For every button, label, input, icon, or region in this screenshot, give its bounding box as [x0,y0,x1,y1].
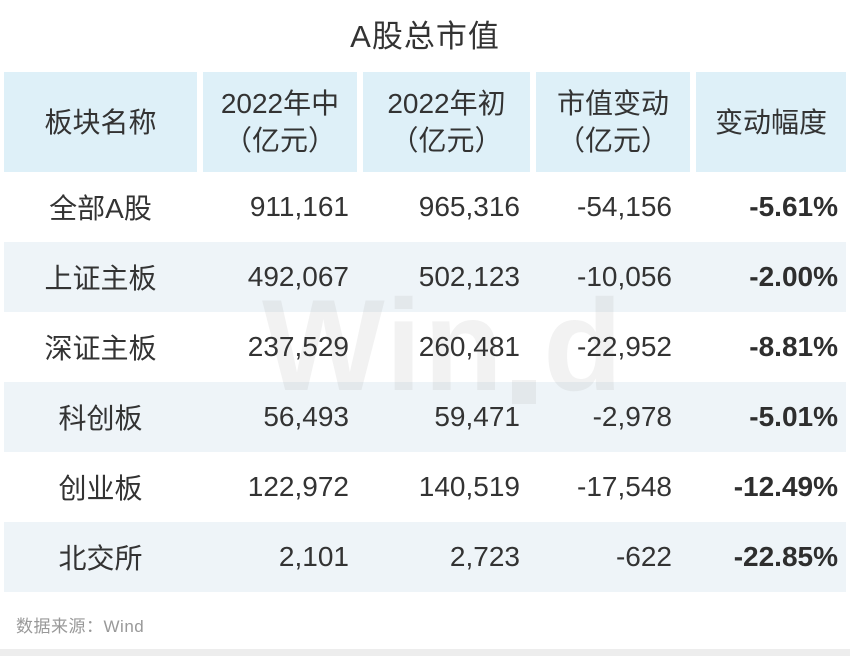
column-header-pct-change: 变动幅度 [696,72,846,172]
start-2022-value: 2,723 [449,541,520,572]
table-row-sse-main: 上证主板 492,067 502,123 -10,056 -2.00% [4,242,846,312]
mid-2022-value: 492,067 [247,261,349,292]
mid-2022-value: 2,101 [278,541,349,572]
column-header-change: 市值变动 （亿元） [536,72,690,172]
pct-change-value: -5.61% [749,191,838,222]
page-title: A股总市值 [350,19,500,54]
table-row-chinext: 创业板 122,972 140,519 -17,548 -12.49% [4,452,846,522]
table-row-bse: 北交所 2,101 2,723 -622 -22.85% [4,522,846,592]
pct-change-value: -5.01% [749,401,838,432]
pct-change-value: -2.00% [749,261,838,292]
mid-2022-value: 237,529 [247,331,349,362]
sector-name: 创业板 [58,473,143,504]
table-header-row: 板块名称 2022年中 （亿元） 2022年初 （亿元） 市值变动 （亿元） 变… [4,72,846,172]
change-value: -2,978 [592,401,672,432]
sector-name: 深证主板 [44,333,157,364]
data-source-note: 数据来源：Wind [16,617,145,636]
sector-name: 北交所 [58,543,143,574]
change-value: -17,548 [577,471,672,502]
pct-change-value: -8.81% [749,331,838,362]
table-row-all-a-shares: 全部A股 911,161 965,316 -54,156 -5.61% [4,172,846,242]
change-value: -622 [615,541,672,572]
mid-2022-value: 56,493 [263,401,349,432]
change-value: -54,156 [577,191,672,222]
column-header-start-2022: 2022年初 （亿元） [363,72,530,172]
sector-name: 上证主板 [44,263,157,294]
table-row-szse-main: 深证主板 237,529 260,481 -22,952 -8.81% [4,312,846,382]
column-header-mid-2022: 2022年中 （亿元） [203,72,357,172]
start-2022-value: 260,481 [418,331,520,362]
sector-name: 全部A股 [49,193,152,224]
start-2022-value: 965,316 [418,191,520,222]
market-cap-table: 板块名称 2022年中 （亿元） 2022年初 （亿元） 市值变动 （亿元） 变… [4,72,846,592]
mid-2022-value: 911,161 [249,191,349,222]
bottom-edge-strip [0,649,850,656]
pct-change-value: -22.85% [733,541,838,572]
change-value: -22,952 [577,331,672,362]
sector-name: 科创板 [58,403,143,434]
table-body: 全部A股 911,161 965,316 -54,156 -5.61% 上证主板… [4,172,846,592]
pct-change-value: -12.49% [733,471,838,502]
column-header-sector: 板块名称 [4,72,197,172]
start-2022-value: 140,519 [418,471,520,502]
table-row-star-market: 科创板 56,493 59,471 -2,978 -5.01% [4,382,846,452]
change-value: -10,056 [577,261,672,292]
start-2022-value: 59,471 [434,401,520,432]
mid-2022-value: 122,972 [247,471,349,502]
start-2022-value: 502,123 [418,261,520,292]
